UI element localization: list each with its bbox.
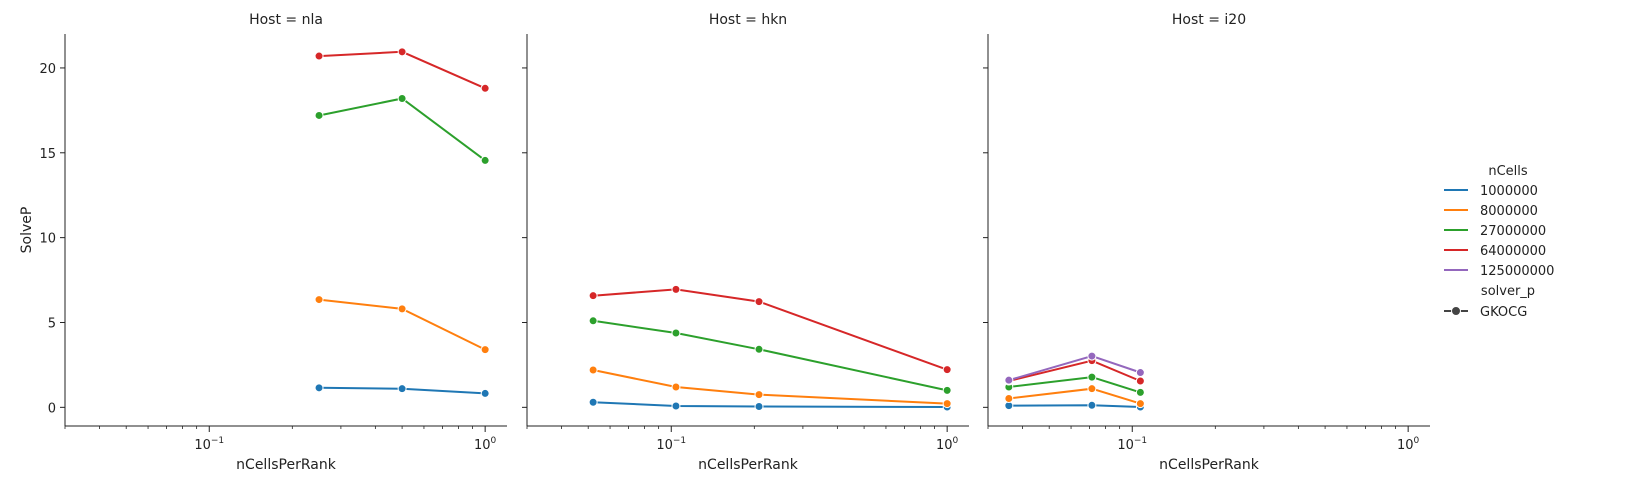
data-point-27000000: [588, 316, 598, 326]
data-point-1000000: [314, 383, 324, 393]
data-point-125000000: [1135, 368, 1145, 378]
data-point-8000000: [671, 382, 681, 392]
series-line-1000000: [1008, 404, 1141, 408]
panel-title: Host = nla: [249, 12, 323, 28]
y-tick-label: 15: [39, 147, 56, 162]
data-point-1000000: [671, 401, 681, 411]
x-tick-label: 100: [1397, 436, 1420, 453]
series-line-64000000: [593, 288, 948, 371]
data-point-8000000: [588, 365, 598, 375]
data-point-64000000: [480, 83, 490, 93]
legend-label-125000000: 125000000: [1480, 264, 1554, 279]
y-tick-label: 0: [48, 401, 56, 416]
legend-label-8000000: 8000000: [1480, 204, 1538, 219]
legend-label-27000000: 27000000: [1480, 224, 1546, 239]
series-line-64000000: [1008, 359, 1141, 382]
data-point-27000000: [1087, 372, 1097, 382]
data-point-1000000: [1087, 400, 1097, 410]
data-point-27000000: [754, 344, 764, 354]
x-tick-label-base: 10: [1117, 438, 1134, 453]
x-tick-label: 10−1: [656, 436, 686, 453]
x-tick-label: 100: [474, 436, 497, 453]
panel-title: Host = i20: [1172, 12, 1246, 28]
x-tick-label-exponent: 0: [953, 436, 959, 446]
data-point-27000000: [671, 328, 681, 338]
x-tick-label-exponent: −1: [673, 436, 686, 446]
series-line-8000000: [1008, 387, 1141, 405]
data-point-125000000: [1087, 351, 1097, 361]
series-line-1000000: [593, 401, 948, 408]
data-point-27000000: [1135, 387, 1145, 397]
x-tick-label-base: 10: [474, 438, 491, 453]
data-point-64000000: [671, 284, 681, 294]
x-axis-title: nCellsPerRank: [236, 457, 337, 473]
x-tick-label-base: 10: [194, 438, 211, 453]
legend-label-1000000: 1000000: [1480, 184, 1538, 199]
data-point-27000000: [397, 93, 407, 103]
data-point-8000000: [1004, 394, 1014, 404]
data-point-1000000: [588, 397, 598, 407]
data-point-64000000: [942, 365, 952, 375]
legend-label-64000000: 64000000: [1480, 244, 1546, 259]
panel-title: Host = hkn: [709, 12, 787, 28]
data-point-1000000: [480, 388, 490, 398]
legend-label-GKOCG: GKOCG: [1480, 305, 1527, 320]
data-point-64000000: [1135, 376, 1145, 386]
series-line-64000000: [318, 50, 486, 90]
data-point-8000000: [480, 345, 490, 355]
data-point-8000000: [1135, 399, 1145, 409]
legend-style-marker: [1451, 306, 1461, 316]
data-point-27000000: [480, 155, 490, 165]
x-tick-label-base: 10: [936, 438, 953, 453]
x-tick-label: 100: [936, 436, 959, 453]
data-point-1000000: [397, 384, 407, 394]
data-point-64000000: [754, 297, 764, 307]
x-tick-label-exponent: 0: [491, 436, 497, 446]
data-point-27000000: [942, 385, 952, 395]
legend-title-style: solver_p: [1481, 284, 1535, 299]
data-point-64000000: [588, 291, 598, 301]
x-tick-label-base: 10: [1397, 438, 1414, 453]
x-tick-label: 10−1: [194, 436, 224, 453]
data-point-8000000: [397, 304, 407, 314]
x-axis-title: nCellsPerRank: [698, 457, 799, 473]
y-tick-label: 10: [39, 232, 56, 247]
data-point-8000000: [1087, 384, 1097, 394]
data-point-8000000: [942, 399, 952, 409]
x-tick-label-exponent: −1: [211, 436, 224, 446]
data-point-27000000: [314, 110, 324, 120]
data-point-64000000: [397, 47, 407, 57]
legend-title-hue: nCells: [1488, 164, 1528, 179]
legend: nCells 1000000 8000000 27000000 64000000 1250…: [1444, 164, 1554, 320]
x-tick-label-base: 10: [656, 438, 673, 453]
x-tick-label-exponent: 0: [1414, 436, 1420, 446]
y-tick-label: 20: [39, 62, 56, 77]
x-tick-label-exponent: −1: [1134, 436, 1147, 446]
data-point-1000000: [754, 401, 764, 411]
series-line-8000000: [592, 369, 948, 405]
data-point-125000000: [1004, 375, 1014, 385]
y-tick-label: 5: [48, 316, 56, 331]
series-line-27000000: [318, 97, 486, 162]
data-point-8000000: [314, 295, 324, 305]
data-point-8000000: [754, 390, 764, 400]
y-axis-title: SolveP: [19, 207, 35, 254]
x-tick-label: 10−1: [1117, 436, 1147, 453]
data-point-64000000: [314, 51, 324, 61]
x-axis-title: nCellsPerRank: [1159, 457, 1260, 473]
series-line-27000000: [592, 319, 948, 392]
